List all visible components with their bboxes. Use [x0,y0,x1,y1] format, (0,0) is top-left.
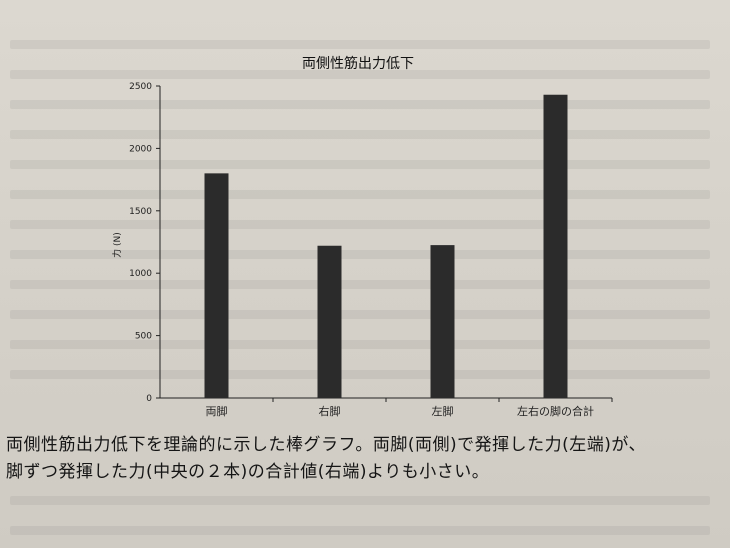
y-tick-label: 2000 [129,144,152,154]
bar-2 [317,245,342,398]
x-tick-label: 右脚 [319,404,341,418]
y-axis-label: 力 (N) [111,232,123,258]
chart-title: 両側性筋出力低下 [302,55,414,72]
caption-line-2: 脚ずつ発揮した力(中央の２本)の合計値(右端)よりも小さい。 [6,462,490,482]
bar-3 [430,245,455,398]
x-tick-label: 両脚 [206,404,228,418]
bar-chart: 両側性筋出力低下 力 (N) 0 500 1000 1500 2000 2500 両脚 右脚… [111,55,613,418]
y-tick-label: 500 [135,332,152,342]
y-tick-label: 1500 [129,207,152,217]
figure-caption: 両側性筋出力低下を理論的に示した棒グラフ。両脚(両側)で発揮した力(左端)が、 … [6,432,728,486]
y-ticks: 0 500 1000 1500 2000 2500 [129,82,160,404]
x-tick-label: 左脚 [432,404,454,418]
caption-line-1: 両側性筋出力低下を理論的に示した棒グラフ。両脚(両側)で発揮した力(左端)が、 [6,435,647,455]
bar-4 [543,94,568,399]
bar-1 [204,173,229,398]
y-tick-label: 1000 [129,269,152,279]
y-tick-label: 2500 [129,82,152,92]
y-tick-label: 0 [146,394,152,404]
bars [204,94,613,402]
x-tick-labels: 両脚 右脚 左脚 左右の脚の合計 [206,404,595,418]
x-tick-label: 左右の脚の合計 [517,404,594,418]
